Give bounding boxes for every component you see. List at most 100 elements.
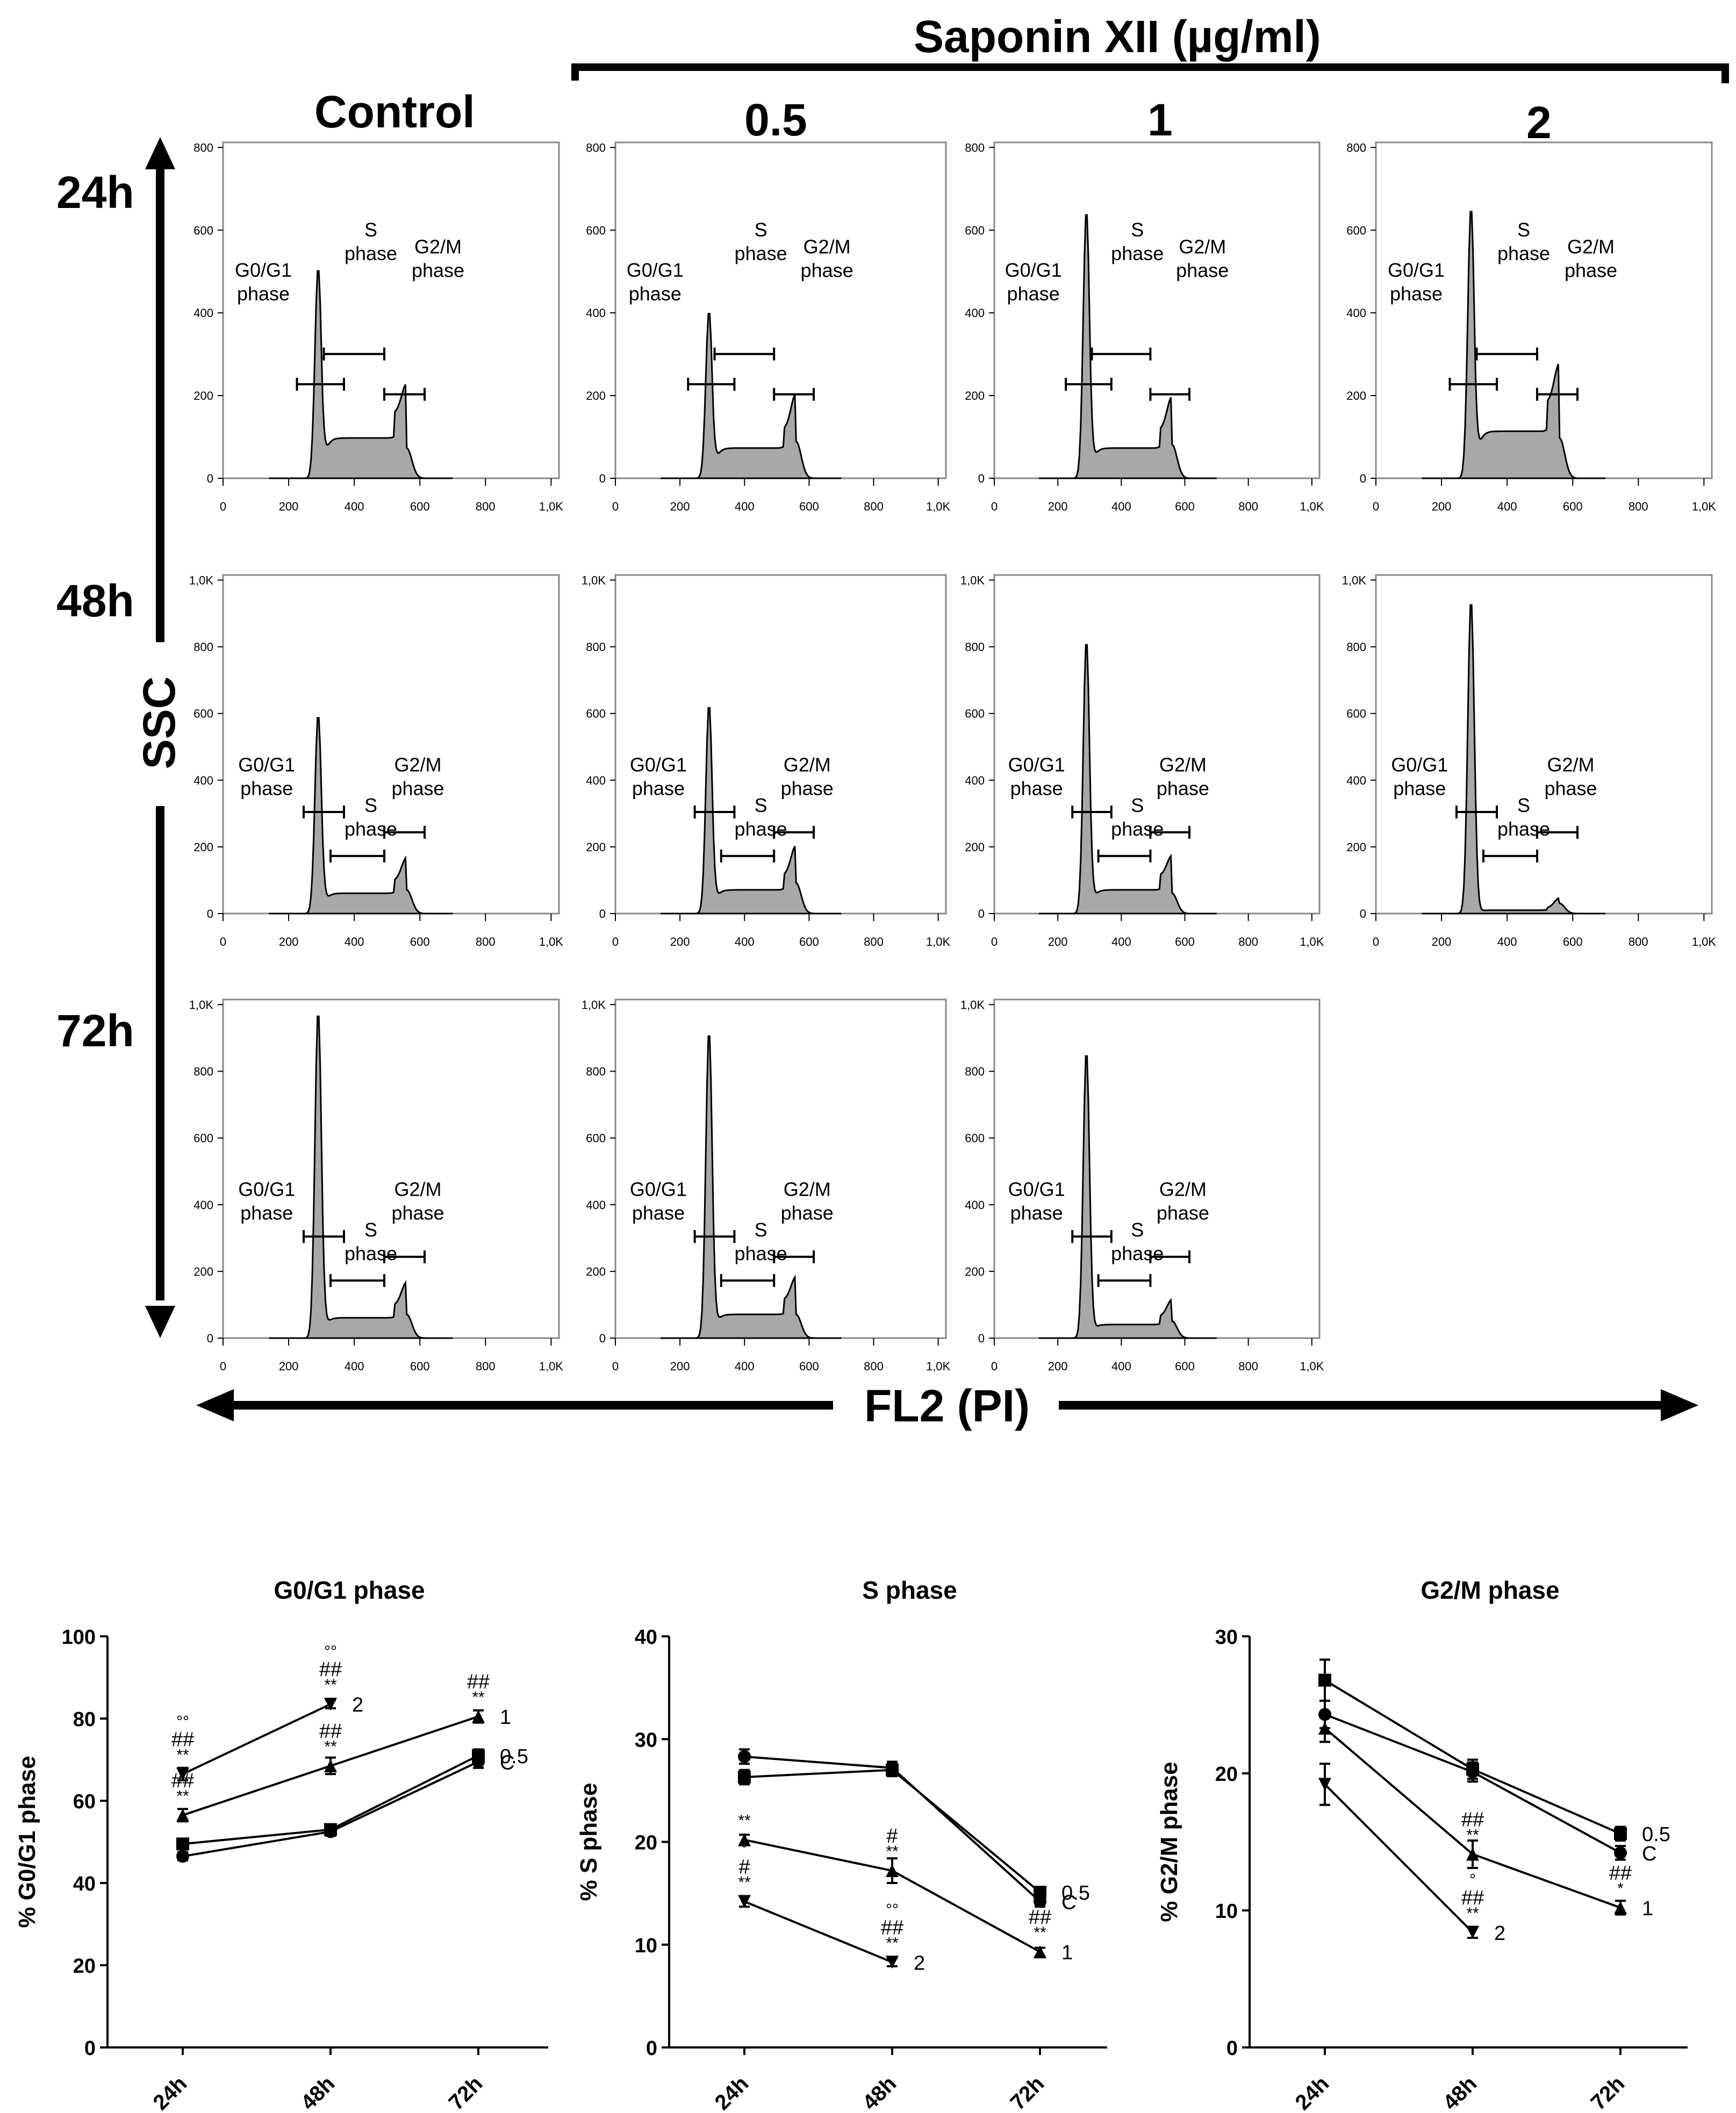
x-tick-label: 1,0K <box>539 500 564 513</box>
g2-label-name: G2/M <box>394 753 441 775</box>
s-gate <box>1091 347 1152 361</box>
sig-hash: ## <box>171 1770 194 1792</box>
g2-label-phase: phase <box>1157 777 1209 799</box>
g2-label-name: G2/M <box>414 235 462 257</box>
hist-r2-c0: 0 200 400 600 800 1,0K02004006008001,0KG0/G1p… <box>189 998 564 1373</box>
y-tick-label: 20 <box>1215 1763 1238 1786</box>
x-tick-label: 400 <box>1497 935 1517 948</box>
g0-gate <box>1448 378 1498 391</box>
y-tick-label: 800 <box>586 641 606 654</box>
x-tick-label: 400 <box>345 935 364 948</box>
y-tick-label: 400 <box>965 306 985 320</box>
y-tick-label: 0 <box>978 472 985 485</box>
y-tick-label: 200 <box>965 840 985 854</box>
y-tick-label: 600 <box>1346 224 1366 237</box>
data-point <box>472 1749 485 1762</box>
x-tick-label: 0 <box>220 500 226 513</box>
g2-label-phase: phase <box>1565 259 1617 281</box>
data-point <box>1466 1925 1479 1939</box>
y-tick-label: 0 <box>207 1332 213 1345</box>
x-tick-label: 48h <box>858 2072 901 2113</box>
hist-area <box>1038 214 1217 479</box>
g2-gate <box>773 825 815 839</box>
significance-annotation: **##°° <box>881 1901 903 1952</box>
s-gate <box>1097 1274 1152 1287</box>
hist-area <box>1038 644 1217 915</box>
y-tick-label: 0 <box>599 472 606 485</box>
y-tick-label: 600 <box>193 1132 213 1145</box>
data-point <box>1466 1763 1479 1776</box>
sig-degree: °° <box>176 1713 189 1730</box>
g0-label-name: G0/G1 <box>1005 259 1062 281</box>
x-tick-label: 1,0K <box>1300 935 1324 948</box>
data-point <box>1034 1886 1046 1899</box>
g2-label-phase: phase <box>781 1202 834 1224</box>
significance-annotation: **## <box>1029 1906 1051 1942</box>
g0-label-name: G0/G1 <box>1388 259 1445 281</box>
sig-stars: ** <box>324 1676 337 1694</box>
x-tick-label: 48h <box>1439 2072 1482 2113</box>
sig-hash: ## <box>1461 1887 1484 1909</box>
series-end-label: 0.5 <box>500 1745 528 1768</box>
data-point <box>738 1895 751 1908</box>
sig-degree: ° <box>1469 1871 1476 1889</box>
y-tick-label: 400 <box>193 1198 213 1212</box>
hist-area <box>661 313 842 479</box>
y-tick-label: 800 <box>193 141 213 154</box>
s-label-name: S <box>755 794 767 816</box>
y-tick-label: 1,0K <box>582 573 606 587</box>
hist-area <box>269 1015 453 1339</box>
data-point <box>1318 1673 1331 1687</box>
series-1: 1 <box>176 1706 511 1823</box>
s-label-phase: phase <box>735 818 787 840</box>
fl2-arrow-left-head <box>196 1389 234 1421</box>
s-gate <box>713 347 776 361</box>
sig-hash: # <box>886 1825 898 1848</box>
series-line <box>744 1900 893 1964</box>
x-tick-label: 0 <box>1373 935 1379 948</box>
hist-frame <box>614 574 947 915</box>
y-tick-label: 0 <box>1360 907 1366 921</box>
x-tick-label: 600 <box>1175 500 1195 513</box>
x-tick-label: 400 <box>735 935 755 948</box>
y-tick-label: 800 <box>965 641 985 654</box>
hist-area <box>1038 1055 1217 1339</box>
significance-annotation: **##°° <box>319 1643 342 1694</box>
chart-title: G0/G1 phase <box>274 1576 425 1604</box>
s-label-phase: phase <box>1111 818 1164 840</box>
series-C: C <box>1318 1699 1656 1865</box>
x-tick-label: 800 <box>1238 935 1258 948</box>
sig-hash: ## <box>467 1671 490 1693</box>
g2-label-phase: phase <box>1157 1202 1209 1224</box>
y-tick-label: 0 <box>207 472 213 485</box>
s-label-phase: phase <box>1111 242 1164 264</box>
sig-stars: ** <box>176 1787 189 1805</box>
y-tick-label: 800 <box>1346 641 1366 654</box>
g0-label-name: G0/G1 <box>1008 753 1065 775</box>
sig-stars: ** <box>1034 1924 1046 1942</box>
y-tick-label: 1,0K <box>1342 573 1367 587</box>
x-tick-label: 1,0K <box>539 935 564 948</box>
x-tick-label: 1,0K <box>926 500 951 513</box>
data-point <box>324 1759 337 1772</box>
significance-annotation: **# <box>886 1825 899 1860</box>
series-end-label: C <box>1642 1843 1656 1865</box>
x-tick-label: 800 <box>1629 500 1648 513</box>
g2-label-phase: phase <box>391 777 444 799</box>
hist-frame <box>614 141 947 479</box>
y-tick-label: 40 <box>635 1626 657 1649</box>
y-tick-label: 600 <box>586 224 606 237</box>
series-end-label: 0.5 <box>1642 1823 1670 1846</box>
y-tick-label: 0 <box>1360 472 1366 485</box>
data-point <box>176 1837 189 1851</box>
hist-frame <box>993 141 1321 479</box>
g0-label-phase: phase <box>1010 777 1063 799</box>
y-tick-label: 600 <box>193 707 213 721</box>
data-point <box>176 1767 189 1781</box>
sig-degree: ° <box>741 1840 748 1858</box>
x-tick-label: 400 <box>345 500 364 513</box>
x-tick-label: 24h <box>711 2072 754 2113</box>
data-point <box>1614 1827 1627 1841</box>
x-tick-label: 72h <box>444 2072 487 2113</box>
